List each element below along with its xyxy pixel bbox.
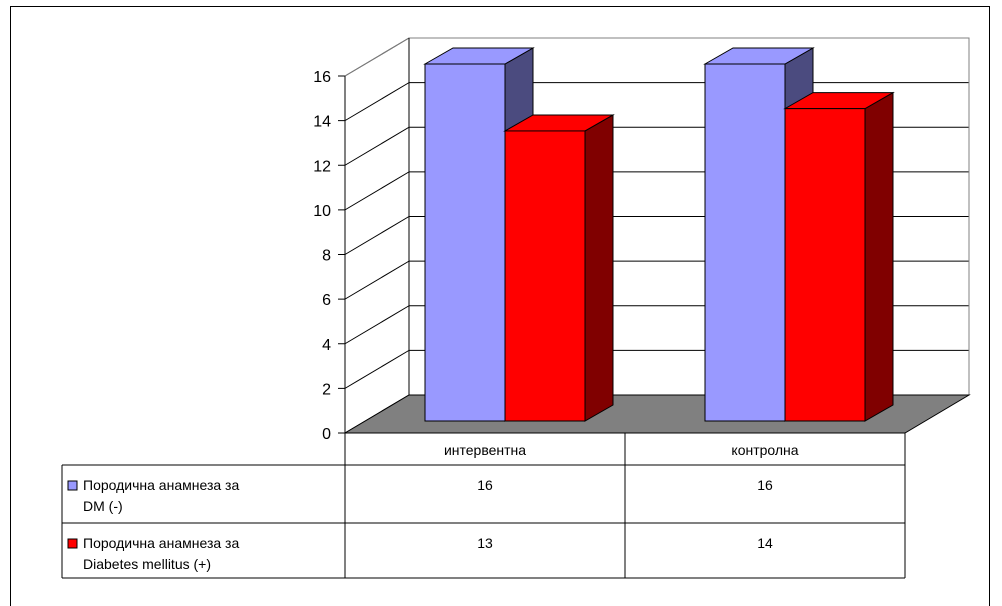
- bar-side: [864, 91, 894, 422]
- data-value: 16: [757, 477, 773, 493]
- y-tick-label: 10: [313, 203, 331, 220]
- bar-front: [704, 63, 786, 422]
- y-tick-label: 6: [322, 292, 331, 309]
- series-name: Породична анамнеза за: [83, 535, 239, 551]
- side-wall-gridline: [344, 82, 410, 122]
- chart-frame: [10, 6, 990, 606]
- bar-front: [424, 63, 506, 422]
- bar-side: [584, 114, 614, 422]
- side-wall-gridline: [344, 260, 410, 300]
- side-wall-gridline: [344, 349, 410, 389]
- data-value: 13: [477, 535, 493, 551]
- y-tick-label: 12: [313, 158, 331, 175]
- side-wall-gridline: [344, 126, 410, 166]
- bar-dm-positive-0: [503, 114, 615, 422]
- bar-front: [504, 130, 586, 422]
- side-wall-gridline: [344, 305, 410, 345]
- y-tick-label: 14: [313, 114, 331, 131]
- data-value: 16: [477, 477, 493, 493]
- bar-dm-positive-1: [783, 91, 895, 422]
- series-name: Породична анамнеза за: [83, 477, 239, 493]
- series-name: Diabetes mellitus (+): [83, 556, 211, 572]
- y-tick-label: 16: [313, 69, 331, 86]
- side-wall-gridline: [344, 171, 410, 211]
- bar-front: [784, 108, 866, 422]
- series-name: DM (-): [83, 498, 123, 514]
- side-wall-gridline: [344, 216, 410, 255]
- side-wall-top: [344, 37, 410, 77]
- y-tick-label: 0: [322, 426, 331, 443]
- y-tick-label: 2: [322, 381, 331, 398]
- y-tick-label: 8: [322, 248, 331, 265]
- legend-swatch: [67, 538, 78, 549]
- data-value: 14: [757, 535, 773, 551]
- y-tick-label: 4: [322, 337, 331, 354]
- category-label: контролна: [731, 442, 798, 458]
- legend-swatch: [67, 480, 78, 491]
- category-label: интервентна: [444, 442, 526, 458]
